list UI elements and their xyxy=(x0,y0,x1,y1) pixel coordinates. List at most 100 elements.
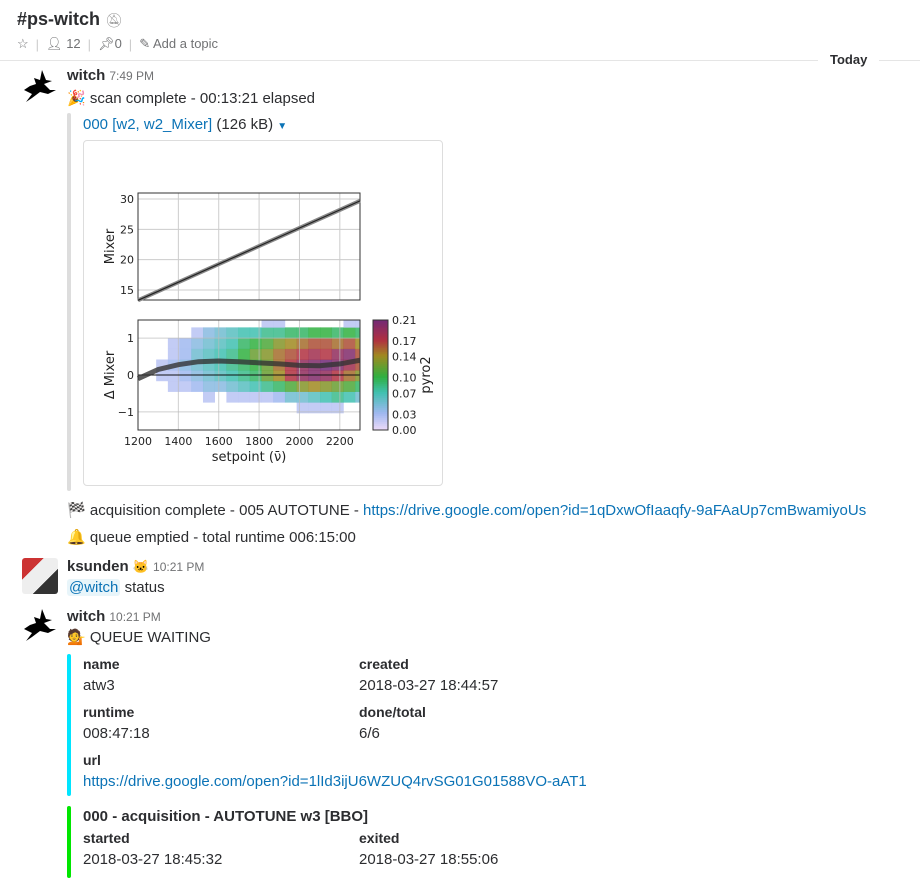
heatmap-cell xyxy=(226,338,239,350)
y-tick-label: 1 xyxy=(127,332,134,345)
colorbar-segment xyxy=(373,372,388,375)
heatmap-cell xyxy=(284,327,297,339)
message-header: witch 7:49 PM xyxy=(67,67,154,84)
heatmap-cell xyxy=(226,327,239,339)
checkered-flag-icon: 🏁 xyxy=(67,502,86,519)
colorbar-segment xyxy=(373,416,388,419)
colorbar-tick-label: 0.03 xyxy=(392,408,417,421)
author-name[interactable]: ksunden xyxy=(67,558,129,575)
heatmap-cell xyxy=(179,380,192,392)
colorbar-segment xyxy=(373,386,388,389)
delta-line xyxy=(136,357,361,381)
colorbar-tick-label: 0.14 xyxy=(392,351,417,364)
heatmap-cell xyxy=(355,380,360,392)
url-link[interactable]: https://drive.google.com/open?id=1lId3ij… xyxy=(83,773,587,790)
heatmap-cell xyxy=(355,370,360,382)
colorbar-segment xyxy=(373,404,388,407)
heatmap-cell xyxy=(261,370,274,382)
heatmap-cell xyxy=(320,380,333,392)
colorbar-segment xyxy=(373,324,388,327)
file-image[interactable]: 15 20 25 30 Mixer 1200 1400 1600 1800 2000 2200 1 0 −… xyxy=(83,140,443,486)
members-button[interactable]: 👤︎ 12 xyxy=(46,36,81,51)
colorbar-label: pyro2 xyxy=(419,356,434,393)
heatmap-cell xyxy=(156,359,169,371)
y-axis-label: Mixer xyxy=(103,228,118,264)
timestamp[interactable]: 10:21 PM xyxy=(109,610,161,624)
author-name[interactable]: witch xyxy=(67,608,106,625)
colorbar-frame xyxy=(372,319,389,431)
person-tipping-hand-icon: 💁 xyxy=(67,629,86,646)
heatmap-cell xyxy=(249,327,262,339)
colorbar-segment xyxy=(373,388,388,391)
add-topic-button[interactable]: ✎ Add a topic xyxy=(139,36,219,51)
message-text: @witch status xyxy=(67,579,165,596)
timestamp[interactable]: 10:21 PM xyxy=(153,560,205,574)
heatmap-cell xyxy=(179,348,192,360)
x-axis-label: setpoint (ν̄) xyxy=(212,450,287,465)
heatmap-cell xyxy=(320,327,333,339)
witch-avatar[interactable] xyxy=(22,68,58,104)
mixer-line xyxy=(137,200,361,301)
heatmap-cell xyxy=(249,391,262,403)
field-label: created xyxy=(359,656,409,672)
field-label: runtime xyxy=(83,704,135,720)
heatmap-cell xyxy=(261,348,274,360)
heatmap-cell xyxy=(202,359,215,371)
field-value: atw3 xyxy=(83,677,115,694)
heatmap-cell xyxy=(308,391,321,403)
heatmap-cell xyxy=(179,370,192,382)
heatmap-cell xyxy=(202,338,215,350)
colorbar-segment xyxy=(373,338,388,341)
heatmap-cell xyxy=(214,359,227,371)
star-icon[interactable]: ☆ xyxy=(17,36,29,51)
colorbar-segment xyxy=(373,368,388,371)
timestamp[interactable]: 7:49 PM xyxy=(109,69,155,83)
channel-title[interactable]: #ps-witch 🔕︎ xyxy=(17,9,123,29)
colorbar-segment xyxy=(373,408,388,411)
heatmap xyxy=(156,320,360,414)
author-name[interactable]: witch xyxy=(67,67,106,84)
pins-button[interactable]: 📌︎0 xyxy=(98,36,122,51)
mention-link[interactable]: @witch xyxy=(67,579,121,596)
colorbar-segment xyxy=(373,344,388,347)
heatmap-cell xyxy=(355,391,360,403)
colorbar-segment xyxy=(373,370,388,373)
heatmap-cell xyxy=(343,370,356,382)
caret-down-icon[interactable]: ▼ xyxy=(277,121,288,132)
heatmap-cell xyxy=(284,380,297,392)
x-tick-label: 1200 xyxy=(124,435,152,448)
heatmap-cell xyxy=(249,348,262,360)
heatmap-cell xyxy=(308,380,321,392)
bell-muted-icon[interactable]: 🔕︎ xyxy=(105,12,123,28)
colorbar-segment xyxy=(373,414,388,417)
heatmap-cell xyxy=(320,338,333,350)
file-link[interactable]: 000 [w2, w2_Mixer] xyxy=(83,116,213,133)
field-label: done/total xyxy=(359,704,426,720)
witch-avatar[interactable] xyxy=(22,607,58,643)
ksunden-avatar[interactable] xyxy=(22,558,58,594)
channel-meta: ☆ | 👤︎ 12 | 📌︎0 | ✎ Add a topic xyxy=(17,36,219,52)
colorbar-segment xyxy=(373,322,388,325)
y-tick-label: 0 xyxy=(127,369,134,382)
bell-icon: 🔔 xyxy=(67,529,86,546)
message-header: witch 10:21 PM xyxy=(67,608,161,625)
heatmap-cell xyxy=(238,370,251,382)
heatmap-cell xyxy=(355,320,360,328)
heatmap-cell xyxy=(261,391,274,403)
colorbar-segment xyxy=(373,428,388,431)
field-label: exited xyxy=(359,830,400,846)
colorbar-tick-label: 0.00 xyxy=(392,424,417,437)
colorbar-segment xyxy=(373,418,388,421)
heatmap-cell xyxy=(296,338,309,350)
heatmap-cell xyxy=(343,348,356,360)
heatmap-cell xyxy=(273,370,286,382)
colorbar-segment xyxy=(373,420,388,423)
heatmap-cell xyxy=(273,320,286,328)
heatmap-cell xyxy=(273,380,286,392)
heatmap-cell xyxy=(355,348,360,360)
y-tick-label: −1 xyxy=(118,406,134,419)
colorbar-segment xyxy=(373,378,388,381)
colorbar-tick-label: 0.21 xyxy=(392,314,417,327)
drive-link[interactable]: https://drive.google.com/open?id=1qDxwOf… xyxy=(363,502,867,519)
heatmap-cell xyxy=(261,327,274,339)
